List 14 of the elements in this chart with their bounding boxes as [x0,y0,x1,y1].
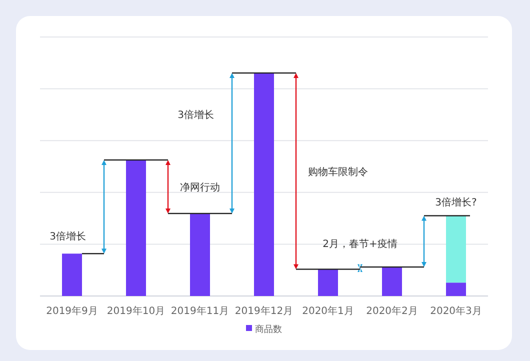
x-tick-label: 2020年3月 [430,305,482,317]
annotation: 3倍增长 [178,109,214,122]
annotation: 3倍增长 [50,230,86,243]
annotation: 3倍增长? [435,196,477,209]
x-tick-label: 2019年11月 [170,305,230,317]
annotation: 2月，春节+疫情 [322,238,398,250]
x-tick-label: 2019年9月 [46,305,98,317]
annotation: 购物车限制令 [308,166,368,178]
x-tick-label: 2019年10月 [106,305,166,317]
x-tick-label: 2019年12月 [234,305,294,317]
annotation: 净网行动 [180,182,220,194]
x-tick-label: 2020年1月 [302,305,354,317]
legend-label: 商品数 [255,324,282,335]
x-tick-label: 2020年2月 [366,305,418,317]
